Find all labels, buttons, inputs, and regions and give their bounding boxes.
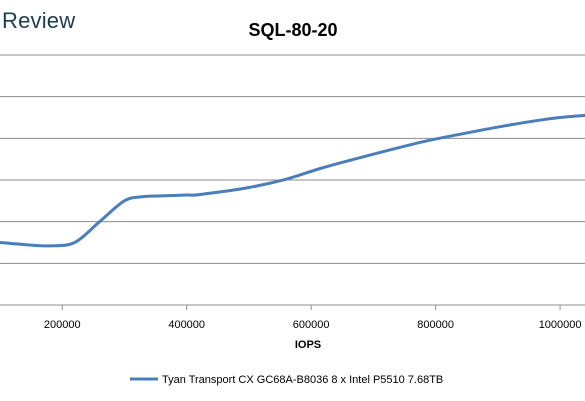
x-tick-label: 800000 <box>417 319 454 331</box>
brand-logo: Review <box>2 8 75 33</box>
legend-series-label: Tyan Transport CX GC68A-B8036 8 x Intel … <box>162 374 443 386</box>
series-line <box>0 113 585 248</box>
gridlines <box>0 54 585 306</box>
x-tick-label: 600000 <box>293 319 330 331</box>
x-axis-ticks: 200000 400000 600000 800000 1000000 <box>44 305 582 331</box>
legend: Tyan Transport CX GC68A-B8036 8 x Intel … <box>130 374 443 386</box>
x-tick-label: 1000000 <box>539 319 582 331</box>
chart-title: SQL-80-20 <box>248 20 337 40</box>
x-tick-label: 200000 <box>44 319 81 331</box>
x-axis-label: IOPS <box>295 339 321 351</box>
x-tick-label: 400000 <box>168 319 205 331</box>
plot-area <box>0 113 585 248</box>
